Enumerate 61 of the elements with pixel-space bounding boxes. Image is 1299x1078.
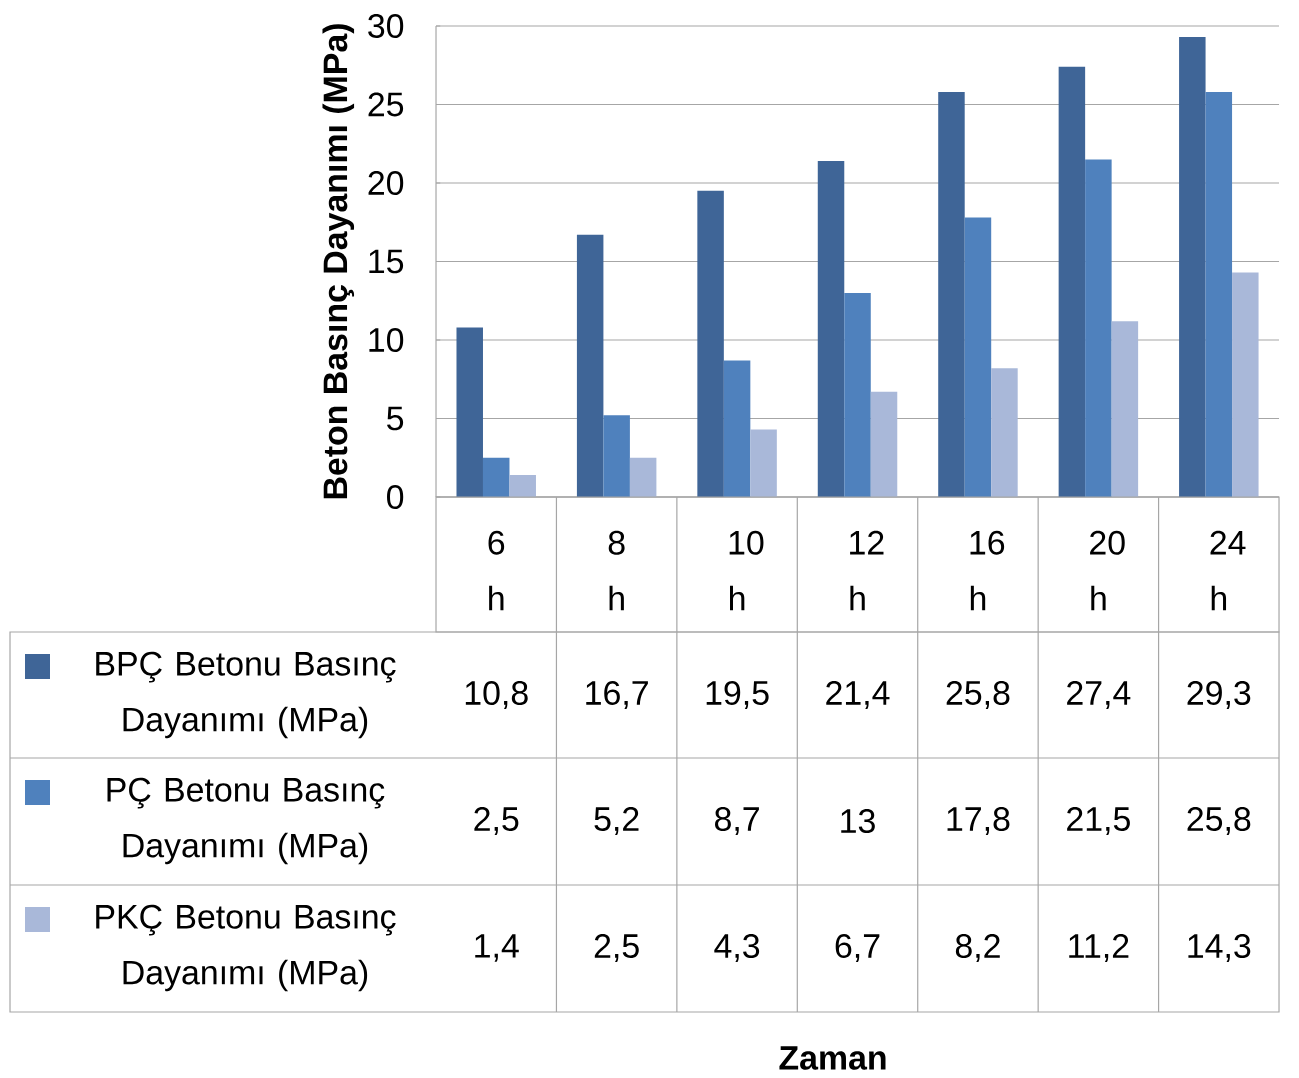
data-label: 13 — [841, 809, 875, 833]
bar — [1205, 91, 1233, 497]
y-tick-label: 5 — [387, 406, 404, 431]
x-tick-label: 10 h — [729, 530, 764, 611]
bar — [1058, 66, 1086, 497]
data-label: 14,3 — [1188, 934, 1251, 962]
data-label: 21,5 — [1067, 807, 1130, 835]
bar — [723, 360, 751, 497]
data-label: 10,8 — [465, 681, 528, 709]
bar — [1111, 321, 1139, 497]
y-tick-label: 20 — [368, 170, 404, 195]
data-label: 8,2 — [955, 934, 1000, 962]
legend-label: PÇ Betonu Basınç Dayanımı (MPa) — [107, 777, 385, 865]
x-tick-label: 8 h — [608, 530, 625, 611]
bar — [509, 475, 536, 497]
y-tick-label: 15 — [369, 249, 404, 274]
data-label: 4,3 — [714, 934, 760, 962]
bar — [938, 91, 965, 497]
bar — [844, 292, 871, 497]
data-label: 27,4 — [1067, 681, 1131, 709]
bar — [1085, 159, 1112, 497]
data-label: 16,7 — [586, 681, 648, 709]
data-label: 19,5 — [706, 681, 769, 709]
data-label: 25,8 — [1187, 807, 1251, 835]
bar — [456, 327, 483, 497]
data-label: 5,2 — [594, 807, 639, 835]
data-label: 25,8 — [946, 681, 1010, 709]
data-label: 1,4 — [475, 934, 519, 962]
bar — [817, 161, 845, 497]
bar — [576, 234, 604, 497]
y-axis-title: Beton Basınç Dayanımı (MPa) — [322, 24, 355, 499]
bar — [603, 415, 630, 497]
x-tick-label: 20 h — [1090, 530, 1125, 611]
legend-label: BPÇ Betonu Basınç Dayanımı (MPa) — [96, 651, 396, 739]
data-label: 2,5 — [474, 807, 519, 835]
data-label: 29,3 — [1187, 681, 1251, 709]
data-label: 11,2 — [1069, 934, 1129, 962]
legend-label: PKÇ Betonu Basınç Dayanımı (MPa) — [96, 904, 396, 992]
bar — [870, 391, 898, 497]
x-tick-label: 24 h — [1210, 530, 1246, 611]
y-tick-label: 30 — [368, 13, 404, 38]
data-label: 8,7 — [715, 807, 759, 835]
y-tick-label: 10 — [369, 327, 404, 352]
bar — [482, 457, 510, 497]
bar — [750, 429, 777, 497]
bar — [1232, 272, 1259, 497]
data-label: 17,8 — [947, 807, 1010, 835]
data-label: 6,7 — [835, 934, 880, 962]
x-tick-label: 12 h — [850, 530, 884, 611]
x-tick-label: 6 h — [488, 530, 505, 611]
x-tick-label: 16 h — [970, 530, 1005, 611]
data-label: 21,4 — [826, 681, 890, 709]
bar — [629, 457, 657, 497]
bar — [697, 190, 724, 497]
data-label: 2,5 — [594, 934, 639, 962]
y-tick-label: 25 — [368, 92, 404, 117]
bar — [964, 217, 992, 497]
bar — [991, 368, 1018, 497]
bar — [1179, 36, 1206, 497]
y-tick-label: 0 — [387, 484, 404, 509]
text: Zaman — [779, 1046, 886, 1070]
